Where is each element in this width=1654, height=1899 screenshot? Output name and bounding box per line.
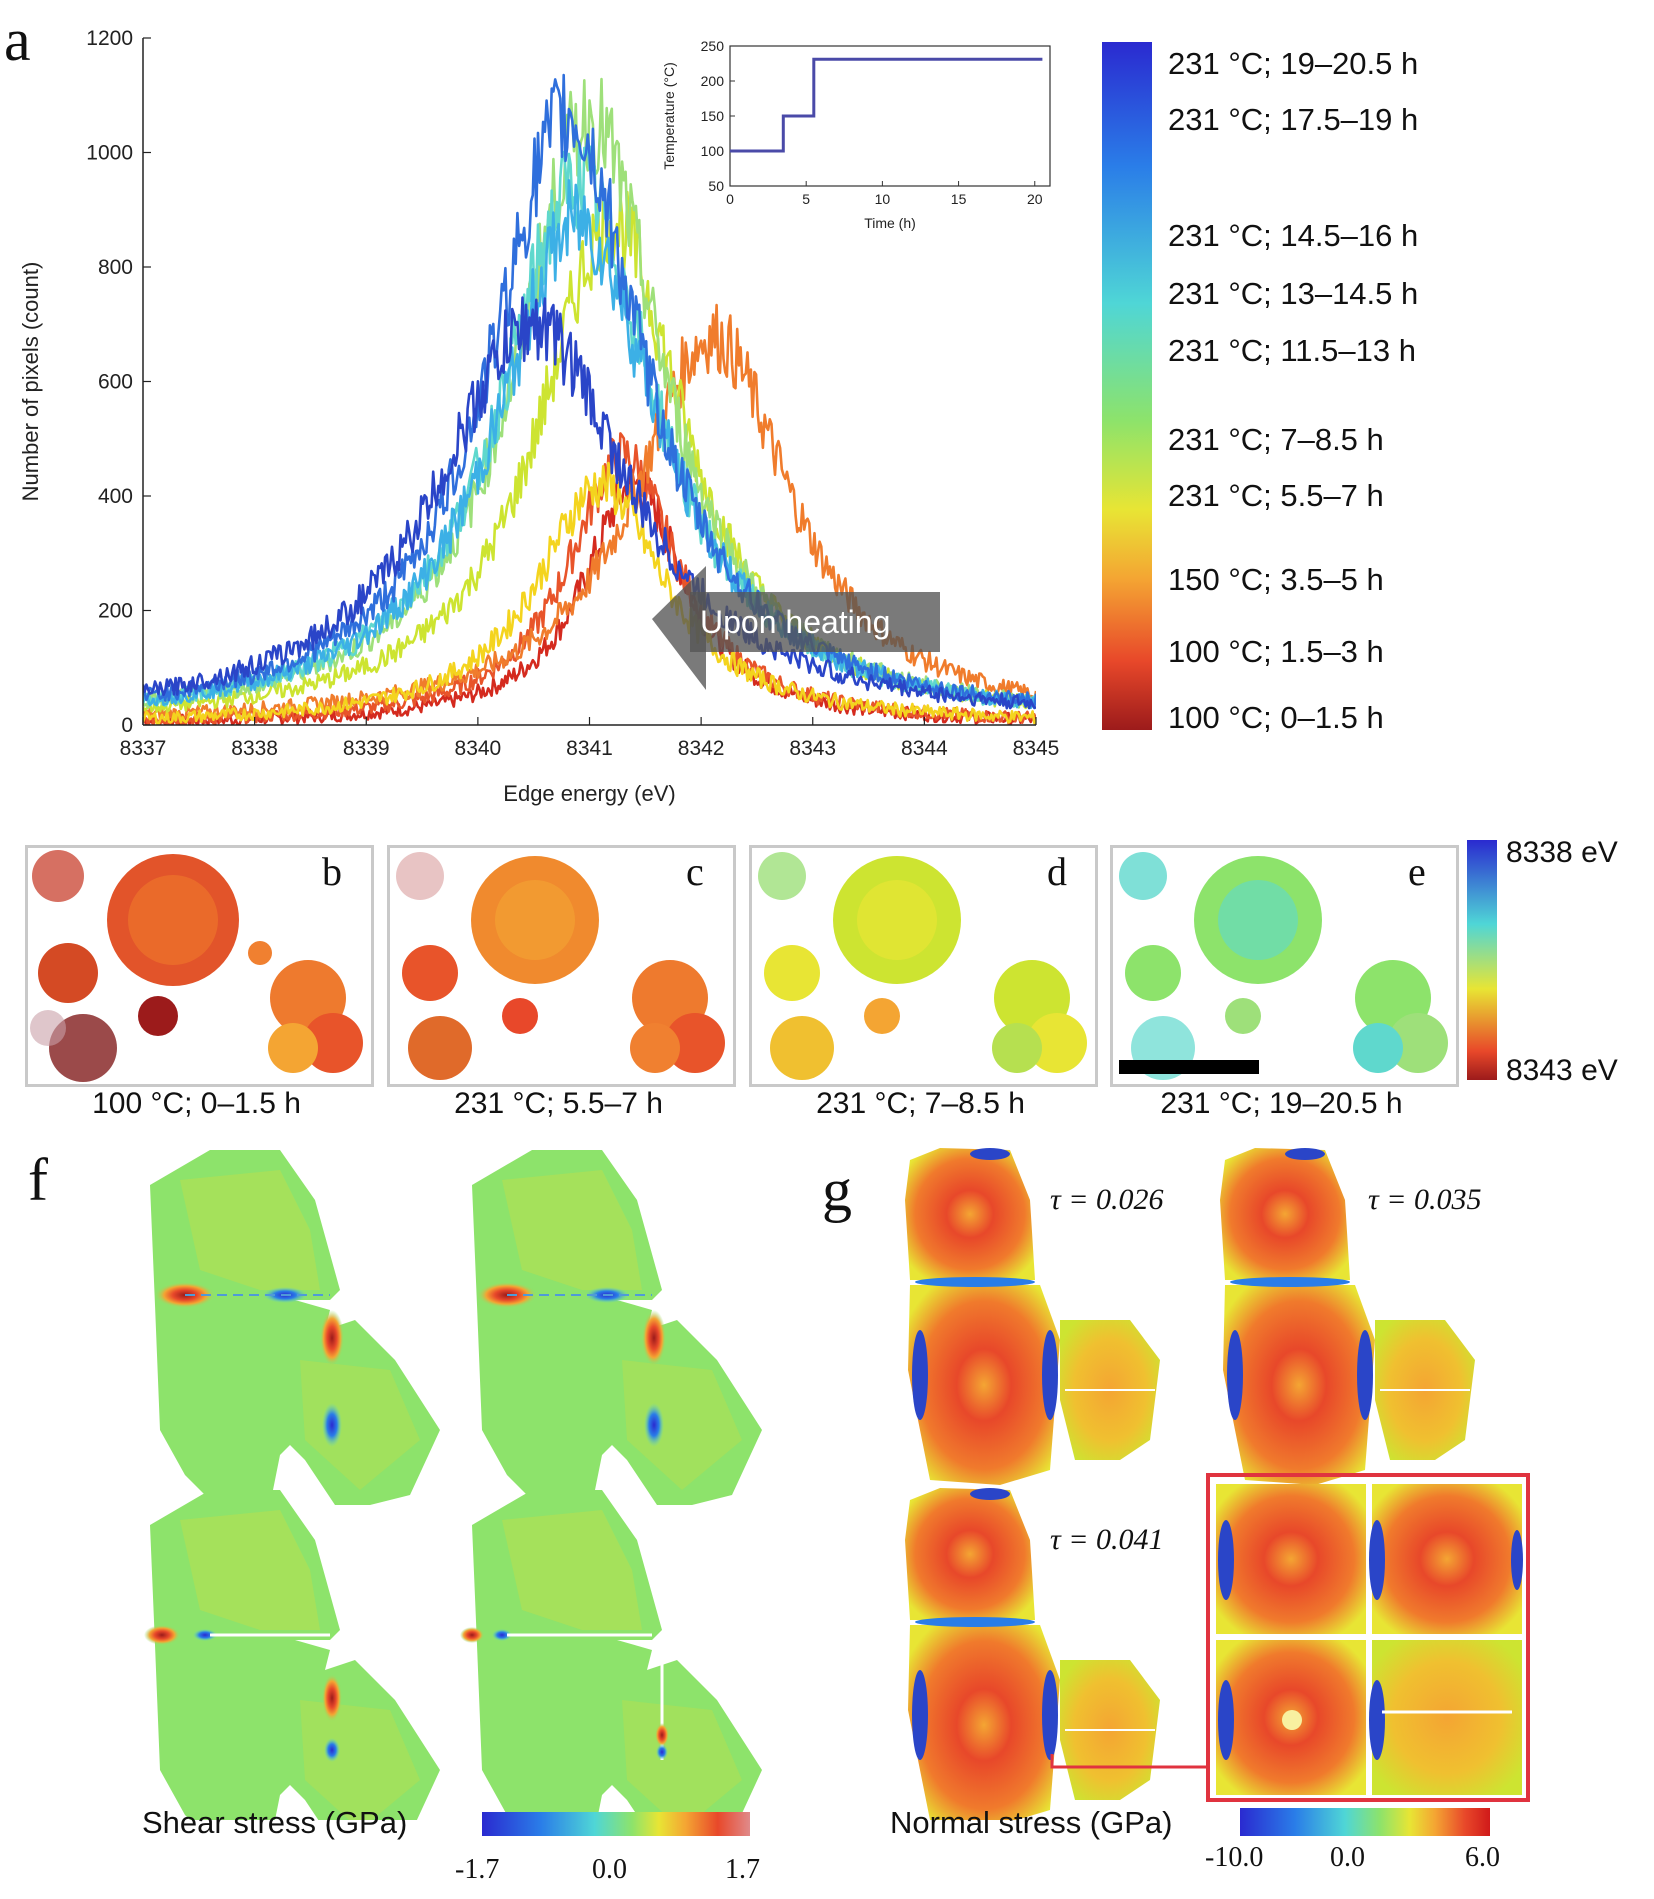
- x-tick-label: 8343: [789, 737, 836, 760]
- legend-label: 100 °C; 0–1.5 h: [1168, 700, 1384, 735]
- inset-x-tick-label: 5: [802, 191, 810, 207]
- normal-stress-caption: Normal stress (GPa): [890, 1805, 1173, 1840]
- inset-x-tick-label: 0: [726, 191, 734, 207]
- panel-label-a: a: [4, 7, 31, 73]
- y-tick-label: 200: [98, 600, 133, 623]
- inset-x-axis-title: Time (h): [864, 215, 916, 231]
- shear-stress-simulations: [144, 1150, 762, 1820]
- x-tick-label: 8345: [1013, 737, 1060, 760]
- tau-label-3: τ = 0.041: [1050, 1523, 1164, 1556]
- inset-x-tick-label: 10: [875, 191, 891, 207]
- map-panel-d: [749, 845, 1098, 1087]
- legend-label: 100 °C; 1.5–3 h: [1168, 634, 1384, 669]
- inset-y-tick-label: 100: [701, 143, 725, 159]
- map-caption-b: 100 °C; 0–1.5 h: [92, 1087, 301, 1120]
- edge-energy-colorbar: [1467, 840, 1497, 1080]
- inset-x-tick-label: 15: [951, 191, 967, 207]
- x-tick-label: 8342: [678, 737, 725, 760]
- inset-plot-frame: [729, 45, 1051, 187]
- shear-colorbar-mid: 0.0: [592, 1854, 627, 1885]
- y-tick-label: 1000: [86, 142, 133, 165]
- x-tick-label: 8338: [231, 737, 278, 760]
- map-label-c: c: [686, 849, 704, 894]
- shear-colorbar-max: 1.7: [725, 1854, 760, 1885]
- edge-energy-colorbar-bottom: 8343 eV: [1506, 1054, 1618, 1087]
- temperature-profile-line: [730, 57, 1043, 153]
- inset-x-tick-label: 20: [1027, 191, 1043, 207]
- edge-energy-chart: 8337 8338 8339 8340 8341 8342 8343 8344 83450200…: [18, 27, 1060, 806]
- map-panel-c: [387, 845, 736, 1087]
- shear-colorbar-min: -1.7: [455, 1854, 500, 1885]
- upon-heating-banner: [690, 592, 940, 652]
- map-label-d: d: [1047, 849, 1067, 894]
- normal-colorbar-min: -10.0: [1205, 1842, 1264, 1873]
- inset-y-tick-label: 50: [708, 178, 724, 194]
- x-tick-label: 8337: [120, 737, 167, 760]
- legend-label: 231 °C; 14.5–16 h: [1168, 218, 1419, 253]
- map-label-b: b: [322, 849, 342, 894]
- edge-energy-colorbar-top: 8338 eV: [1506, 836, 1618, 869]
- normal-colorbar-max: 6.0: [1465, 1842, 1500, 1873]
- normal-stress-colorbar: [1240, 1808, 1490, 1836]
- inset-y-tick-label: 150: [701, 108, 725, 124]
- y-tick-label: 800: [98, 256, 133, 279]
- spectrum-series-line: [143, 296, 1036, 710]
- inset-y-axis-title: Temperature (°C): [661, 62, 677, 170]
- map-caption-c: 231 °C; 5.5–7 h: [454, 1087, 663, 1120]
- legend-label: 231 °C; 7–8.5 h: [1168, 422, 1384, 457]
- temperature-inset-chart: 0 5 10 15 20 50 100 150 200 250 Time (h) Temperatur…: [650, 30, 1070, 250]
- legend-label: 150 °C; 3.5–5 h: [1168, 562, 1384, 597]
- y-tick-label: 1200: [86, 27, 133, 50]
- x-tick-label: 8341: [566, 737, 613, 760]
- map-panel-b: [25, 845, 374, 1087]
- legend-label: 231 °C; 5.5–7 h: [1168, 478, 1384, 513]
- tau-label-2: τ = 0.035: [1368, 1183, 1482, 1216]
- legend-label: 231 °C; 19–20.5 h: [1168, 46, 1419, 81]
- panel-label-f: f: [28, 1147, 48, 1213]
- shear-stress-colorbar: [482, 1812, 750, 1836]
- y-axis-title: Number of pixels (count): [18, 262, 43, 502]
- map-panel-e: [1110, 845, 1459, 1087]
- y-tick-label: 400: [98, 485, 133, 508]
- spectrum-series-line: [143, 461, 1036, 725]
- x-tick-label: 8344: [901, 737, 948, 760]
- map-label-e: e: [1408, 849, 1426, 894]
- y-tick-label: 0: [121, 714, 133, 737]
- legend-label: 231 °C; 13–14.5 h: [1168, 276, 1419, 311]
- normal-stress-simulations: [904, 1147, 1530, 1820]
- upon-heating-annotation: Upon heating: [700, 604, 891, 640]
- x-tick-label: 8340: [455, 737, 502, 760]
- legend-label: 231 °C; 17.5–19 h: [1168, 102, 1419, 137]
- map-caption-e: 231 °C; 19–20.5 h: [1160, 1087, 1403, 1120]
- map-caption-d: 231 °C; 7–8.5 h: [816, 1087, 1025, 1120]
- tau-label-1: τ = 0.026: [1050, 1183, 1164, 1216]
- panel-label-g: g: [822, 1157, 852, 1223]
- x-tick-label: 8339: [343, 737, 390, 760]
- upon-heating-arrow: [652, 566, 706, 690]
- temperature-time-colorbar: [1102, 42, 1152, 730]
- normal-colorbar-mid: 0.0: [1330, 1842, 1365, 1873]
- legend-label: 231 °C; 11.5–13 h: [1168, 333, 1416, 368]
- shear-stress-caption: Shear stress (GPa): [142, 1805, 408, 1840]
- inset-y-tick-label: 250: [701, 38, 725, 54]
- inset-y-tick-label: 200: [701, 73, 725, 89]
- y-tick-label: 600: [98, 371, 133, 394]
- x-axis-title: Edge energy (eV): [503, 781, 675, 806]
